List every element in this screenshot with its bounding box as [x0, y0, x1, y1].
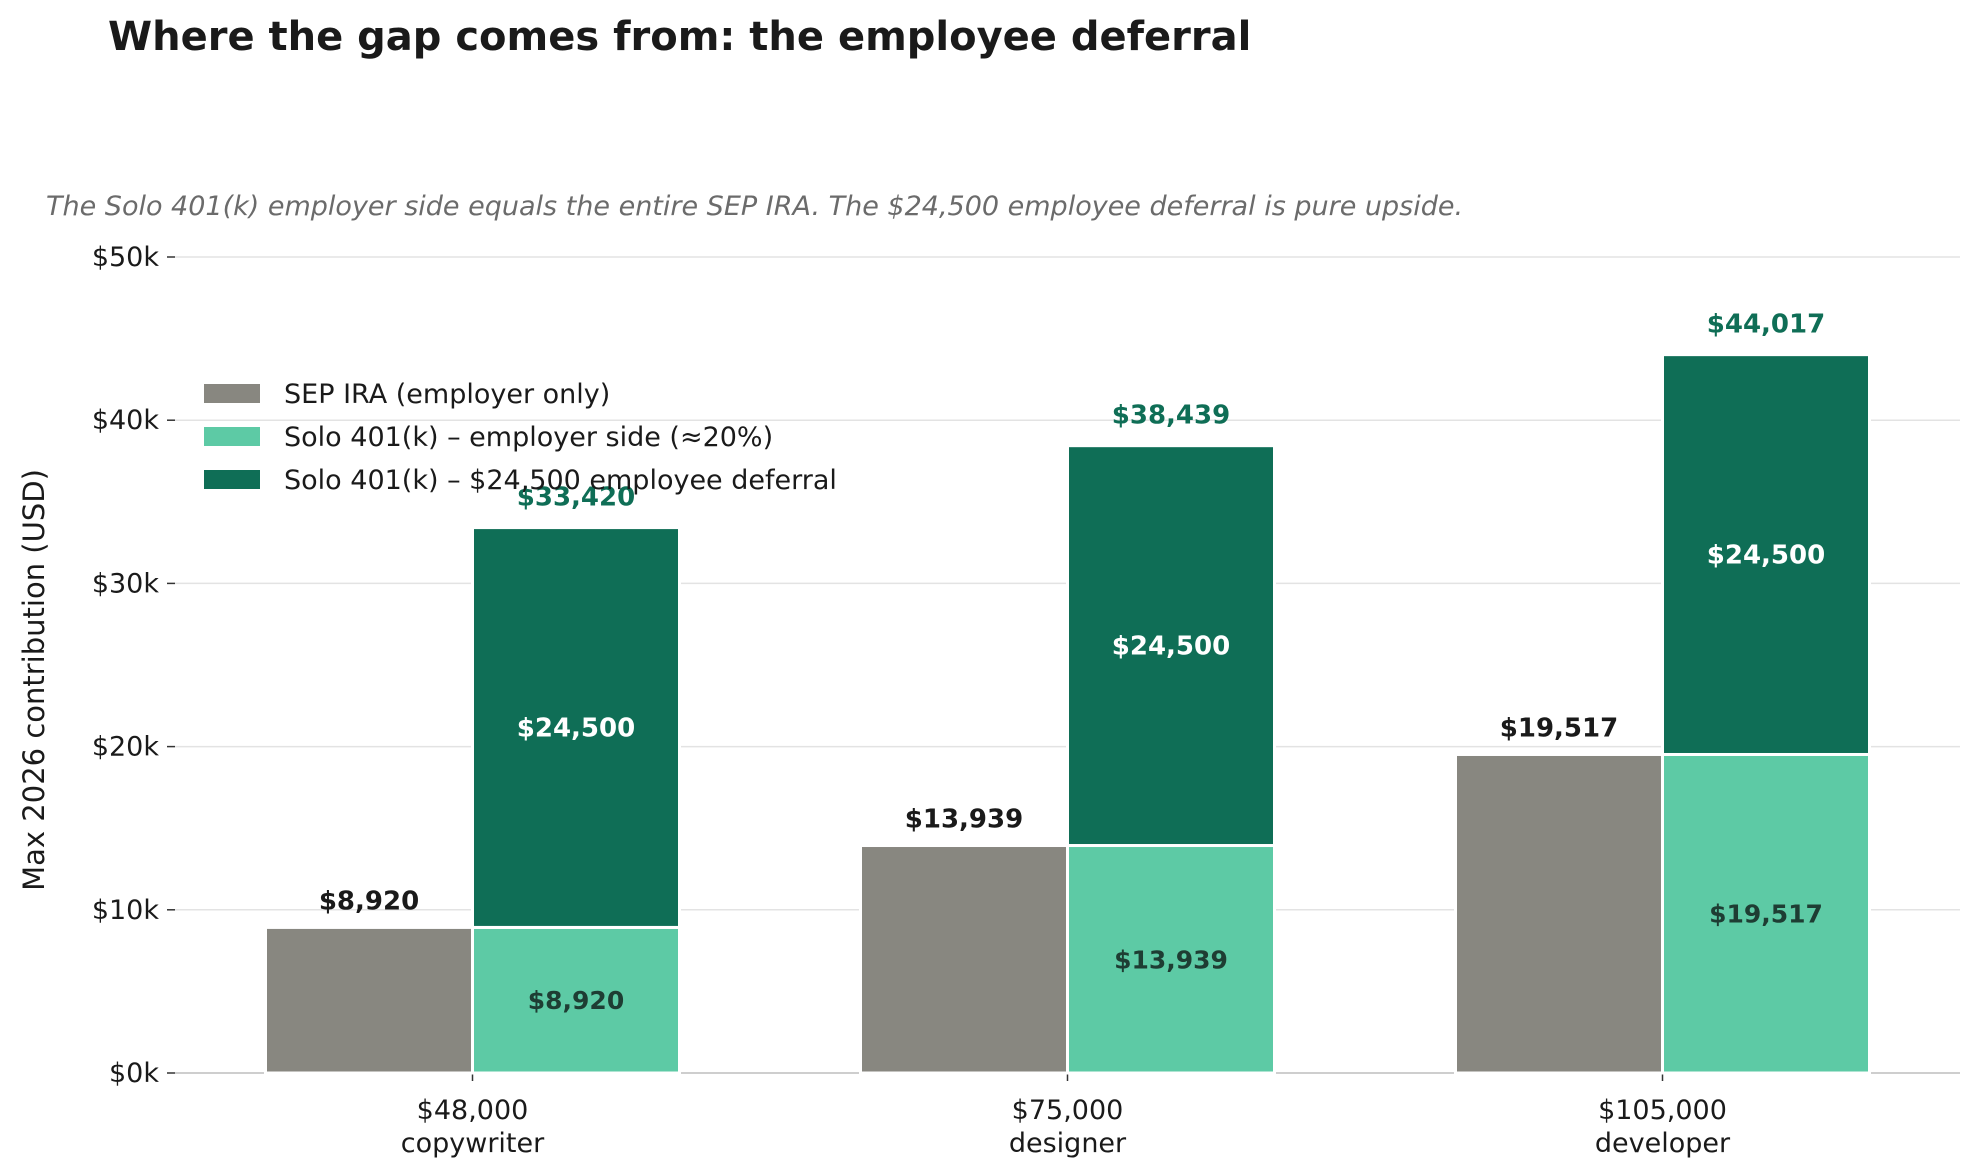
y-tick-label: $40k — [92, 405, 160, 436]
data-label-solo-deferral: $24,500 — [517, 714, 635, 744]
data-label-sep-ira: $8,920 — [319, 886, 419, 916]
y-axis-label: Max 2026 contribution (USD) — [17, 469, 51, 891]
data-labels: $8,920 $8,920 $24,500 $33,420 $13,939 $13,939… — [319, 310, 1825, 1016]
bar-solo-deferral — [1066, 444, 1276, 848]
data-label-solo-deferral: $24,500 — [1112, 632, 1230, 662]
chart-subtitle: The Solo 401(k) employer side equals the… — [46, 191, 1464, 222]
legend-entry: SEP IRA (employer only) — [284, 379, 610, 410]
data-label-solo-total: $38,439 — [1112, 401, 1230, 431]
bar-solo-deferral — [471, 526, 681, 929]
bar-sep-ira — [264, 925, 474, 1075]
x-tick-label-income: $75,000 — [1012, 1095, 1124, 1126]
x-tick-label-role: designer — [1009, 1128, 1127, 1159]
y-tick-label: $30k — [92, 568, 160, 599]
data-label-sep-ira: $19,517 — [1500, 713, 1618, 743]
bar-solo-employer — [1661, 752, 1871, 1075]
y-tick-label: $0k — [109, 1058, 159, 1089]
legend-entry: Solo 401(k) – employer side (≈20%) — [284, 422, 773, 453]
bar-sep-ira — [859, 844, 1069, 1075]
legend-swatch — [204, 384, 260, 403]
y-tick-label: $20k — [92, 732, 160, 763]
legend-swatch — [204, 470, 260, 489]
data-label-solo-employer: $8,920 — [528, 986, 624, 1015]
chart-title: Where the gap comes from: the employee d… — [108, 14, 1252, 60]
bar-solo-deferral — [1661, 353, 1871, 756]
bar-solo-employer — [471, 925, 681, 1075]
y-tick-label: $50k — [92, 242, 160, 273]
data-label-solo-total: $44,017 — [1707, 310, 1825, 340]
x-tick-label-income: $48,000 — [417, 1095, 529, 1126]
y-tick-label: $10k — [92, 895, 160, 926]
data-label-solo-employer: $19,517 — [1709, 900, 1823, 929]
bar-solo-employer — [1066, 844, 1276, 1075]
data-label-solo-deferral: $24,500 — [1707, 541, 1825, 571]
data-label-solo-total: $33,420 — [517, 483, 635, 513]
axes: $0k $10k $20k $30k $40k $50k $48,000copywriter… — [92, 242, 1960, 1159]
x-tick-label-income: $105,000 — [1598, 1095, 1727, 1126]
x-tick-label-role: copywriter — [401, 1128, 545, 1159]
bars — [264, 353, 1871, 1075]
legend-entry: Solo 401(k) – $24,500 employee deferral — [284, 465, 837, 496]
x-tick-label-role: developer — [1595, 1128, 1731, 1159]
legend: SEP IRA (employer only) Solo 401(k) – emp… — [204, 379, 837, 496]
data-label-sep-ira: $13,939 — [905, 805, 1023, 835]
legend-swatch — [204, 427, 260, 446]
bar-sep-ira — [1454, 752, 1664, 1075]
data-label-solo-employer: $13,939 — [1114, 945, 1228, 974]
